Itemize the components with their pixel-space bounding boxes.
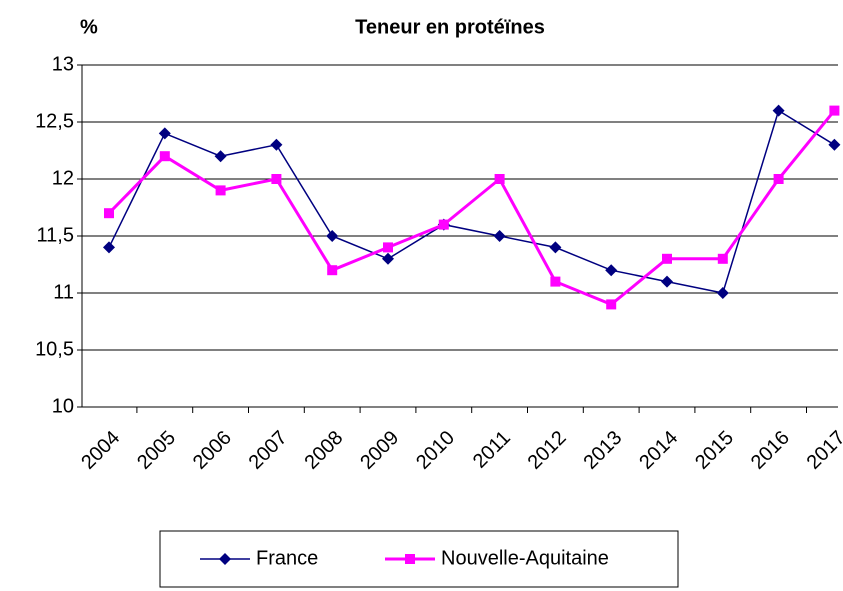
- marker: [215, 185, 226, 196]
- marker: [717, 253, 728, 264]
- marker: [550, 276, 561, 287]
- marker: [383, 242, 393, 253]
- y-tick-label: 10,5: [35, 338, 74, 360]
- marker: [494, 174, 505, 184]
- marker: [326, 230, 339, 242]
- legend-label: France: [256, 547, 318, 569]
- marker: [828, 138, 841, 151]
- y-tick-label: 11: [53, 281, 74, 303]
- marker: [716, 287, 729, 299]
- marker: [103, 241, 115, 254]
- chart-title: Teneur en protéïnes: [355, 16, 545, 38]
- marker: [270, 138, 283, 151]
- legend-marker: [219, 553, 231, 565]
- legend-label: Nouvelle-Aquitaine: [441, 547, 609, 569]
- marker: [158, 127, 171, 140]
- series-line: [108, 109, 835, 294]
- y-tick-label: 12: [52, 167, 74, 189]
- y-tick-label: 10: [52, 395, 74, 417]
- marker: [661, 275, 673, 288]
- marker: [382, 252, 394, 265]
- marker: [214, 150, 227, 163]
- marker: [662, 253, 672, 264]
- y-tick-label: 13: [52, 53, 74, 75]
- marker: [772, 104, 785, 117]
- marker: [606, 299, 617, 310]
- marker: [605, 264, 618, 277]
- y-tick-label: 11,5: [37, 224, 74, 246]
- marker: [829, 105, 840, 116]
- marker: [327, 265, 338, 276]
- y-axis-label: %: [80, 16, 98, 38]
- y-tick-label: 12,5: [35, 110, 74, 132]
- marker: [549, 241, 562, 254]
- marker: [104, 208, 114, 219]
- legend-marker: [405, 554, 415, 564]
- marker: [493, 230, 506, 242]
- marker: [271, 174, 282, 184]
- marker: [159, 151, 170, 162]
- marker: [773, 174, 784, 184]
- series-line: [107, 109, 836, 307]
- marker: [438, 219, 449, 230]
